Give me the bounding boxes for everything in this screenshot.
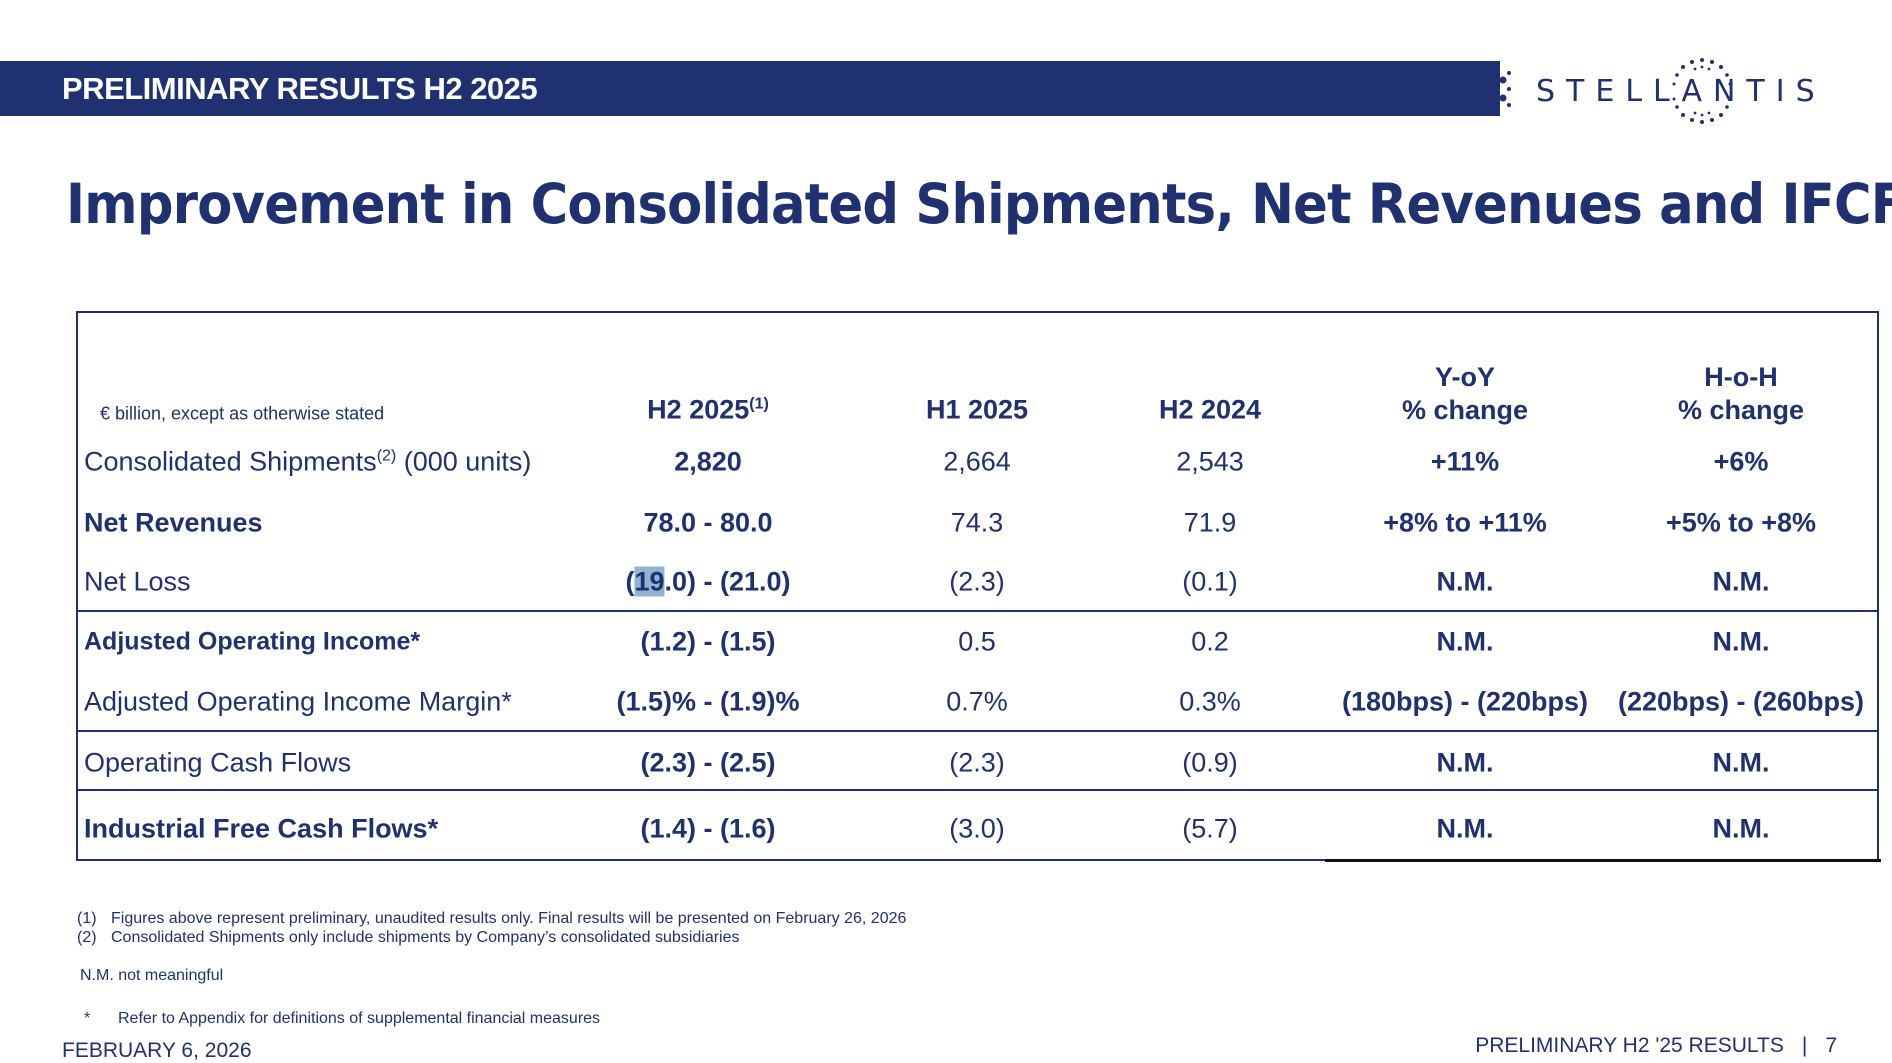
table-cell: 2,543 — [1176, 446, 1244, 477]
column-header-h2-2025: H2 2025(1) — [647, 394, 769, 427]
table-cell: 71.9 — [1183, 507, 1237, 538]
footnote-1: (1) Figures above represent preliminary, … — [77, 910, 906, 928]
stellantis-logo: STELLANTIS — [1530, 56, 1850, 126]
table-cell: 78.0 - 80.0 — [643, 507, 773, 538]
row-label-text: Adjusted Operating Income* — [84, 627, 421, 656]
header-banner: PRELIMINARY RESULTS H2 2025 — [0, 61, 1500, 116]
column-header-line: % change — [1677, 395, 1805, 425]
footer-date: FEBRUARY 6, 2026 — [62, 1039, 252, 1062]
table-bottom-border-segment — [1325, 859, 1881, 862]
table-cell: (220bps) - (260bps) — [1617, 686, 1865, 717]
text-selection-highlight[interactable]: 19 — [634, 566, 665, 597]
table-cell: N.M. — [1436, 566, 1494, 597]
table-cell: 2,664 — [943, 446, 1011, 477]
row-label-suffix: (000 units) — [396, 446, 532, 477]
column-header-line: % change — [1401, 395, 1529, 425]
table-cell: (0.1) — [1182, 566, 1238, 597]
column-header-h1-2025: H1 2025 — [925, 394, 1029, 425]
table-divider — [76, 610, 1879, 612]
column-header-line: Y-oY — [1434, 362, 1496, 392]
column-header-h2-2024: H2 2024 — [1158, 394, 1262, 425]
page-title: Improvement in Consolidated Shipments, N… — [66, 172, 1892, 236]
row-label: Operating Cash Flows — [84, 748, 351, 779]
table-cell: (2.3) — [949, 747, 1005, 778]
table-cell: N.M. — [1436, 626, 1494, 657]
table-cell: 0.5 — [958, 626, 996, 657]
page-number: 7 — [1825, 1034, 1837, 1057]
table-cell: (5.7) — [1182, 813, 1238, 844]
banner-title: PRELIMINARY RESULTS H2 2025 — [62, 71, 538, 106]
table-cell: N.M. — [1436, 813, 1494, 844]
table-divider — [76, 730, 1879, 732]
cell-text: ( — [625, 566, 635, 597]
footnote-marker: (2) — [77, 929, 97, 946]
logo-dot-ring-icon — [1672, 58, 1732, 124]
table-cell: (1.2) - (1.5) — [640, 626, 776, 657]
table-cell: (2.3) — [949, 566, 1005, 597]
table-cell: (0.9) — [1182, 747, 1238, 778]
footer-separator: | — [1801, 1034, 1808, 1057]
table-cell: N.M. — [1436, 747, 1494, 778]
table-cell: (1.5)% - (1.9)% — [616, 686, 800, 717]
footnote-marker: (1) — [77, 910, 97, 927]
unit-note: € billion, except as otherwise stated — [100, 403, 385, 424]
table-cell: (2.3) - (2.5) — [640, 747, 776, 778]
footnote-ref: (2) — [376, 447, 397, 465]
table-cell: N.M. — [1712, 626, 1770, 657]
row-label: Adjusted Operating Income* — [84, 628, 420, 657]
table-cell: (1.4) - (1.6) — [640, 813, 776, 844]
table-cell: N.M. — [1712, 566, 1770, 597]
column-header-hoh: H-o-H % change — [1678, 361, 1804, 427]
cell-text: .0) - (21.0) — [664, 566, 791, 597]
row-label-text: Net Loss — [84, 566, 191, 597]
table-cell: +11% — [1430, 446, 1500, 477]
asterisk-note: * Refer to Appendix for definitions of su… — [84, 1010, 600, 1028]
table-cell: +5% to +8% — [1665, 507, 1817, 538]
row-label-text: Consolidated Shipments — [84, 446, 377, 477]
row-label: Net Loss — [84, 567, 191, 598]
footnote-ref: (1) — [749, 395, 769, 413]
table-cell: 2,820 — [674, 446, 742, 477]
table-cell: 0.2 — [1191, 626, 1229, 657]
table-cell: (180bps) - (220bps) — [1341, 686, 1589, 717]
table-cell: 0.7% — [946, 686, 1008, 717]
table-cell: +6% — [1713, 446, 1769, 477]
footnote-marker: * — [84, 1010, 91, 1027]
row-label-text: Operating Cash Flows — [84, 747, 352, 778]
table-cell: 0.3% — [1179, 686, 1241, 717]
row-label-text: Adjusted Operating Income Margin* — [84, 686, 512, 717]
row-label-text: Net Revenues — [84, 507, 263, 538]
table-cell: (19.0) - (21.0) — [625, 566, 791, 598]
footnote-text: Refer to Appendix for definitions of sup… — [118, 1010, 601, 1027]
row-label: Industrial Free Cash Flows* — [84, 814, 438, 845]
column-header-line: H-o-H — [1704, 362, 1778, 392]
table-divider — [76, 789, 1879, 791]
footer-page-info: PRELIMINARY H2 '25 RESULTS | 7 — [1475, 1034, 1837, 1058]
table-cell: N.M. — [1712, 813, 1770, 844]
row-label-text: Industrial Free Cash Flows* — [84, 813, 439, 844]
column-header-label: H2 2025 — [647, 394, 750, 425]
row-label: Consolidated Shipments(2) (000 units) — [84, 447, 531, 478]
logo-wordmark: STELLANTIS — [1536, 74, 1826, 109]
footer-deck-label: PRELIMINARY H2 '25 RESULTS — [1475, 1034, 1784, 1057]
footnote-2: (2) Consolidated Shipments only include s… — [77, 929, 740, 947]
footnote-text: Consolidated Shipments only include ship… — [111, 929, 740, 946]
table-cell: +8% to +11% — [1383, 507, 1547, 538]
footnote-text: Figures above represent preliminary, una… — [111, 910, 907, 927]
table-cell: (3.0) — [949, 813, 1005, 844]
table-cell: N.M. — [1712, 747, 1770, 778]
row-label: Adjusted Operating Income Margin* — [84, 687, 512, 718]
results-table — [76, 311, 1879, 861]
banner-dotted-edge-icon — [1486, 61, 1511, 116]
table-cell: 74.3 — [950, 507, 1004, 538]
column-header-yoy: Y-oY % change — [1402, 361, 1528, 427]
nm-note: N.M. not meaningful — [80, 967, 224, 984]
row-label: Net Revenues — [84, 508, 263, 539]
